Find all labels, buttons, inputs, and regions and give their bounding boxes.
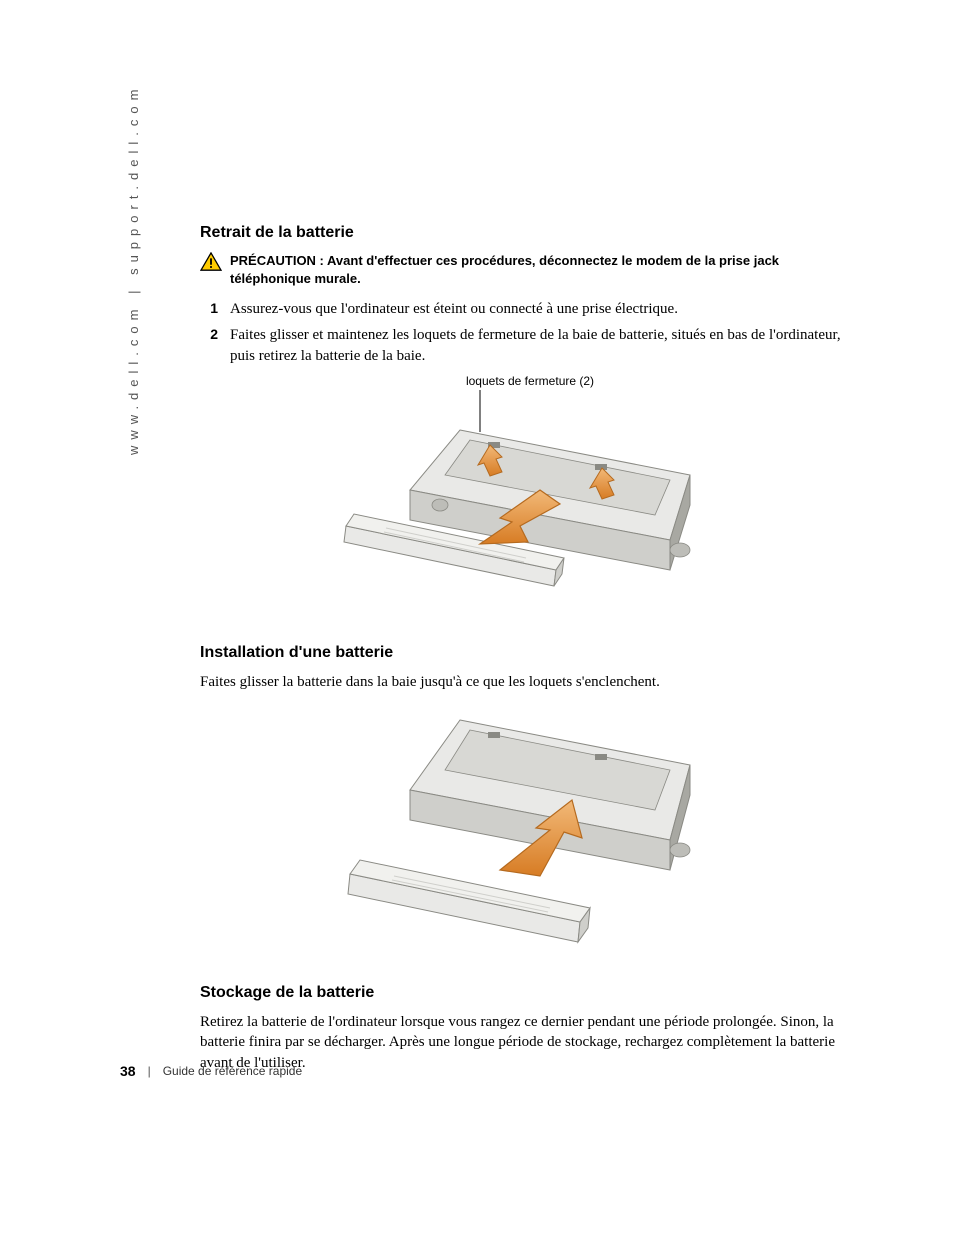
list-item: 1 Assurez-vous que l'ordinateur est étei… bbox=[200, 299, 860, 319]
caution-text-block: PRÉCAUTION : Avant d'effectuer ces procé… bbox=[230, 252, 860, 287]
step-text: Assurez-vous que l'ordinateur est éteint… bbox=[230, 299, 678, 319]
removal-steps-list: 1 Assurez-vous que l'ordinateur est étei… bbox=[200, 299, 860, 366]
step-number: 2 bbox=[200, 325, 218, 342]
caution-label: PRÉCAUTION : bbox=[230, 253, 324, 268]
sidebar-vertical-text: www.dell.com | support.dell.com bbox=[126, 84, 141, 455]
caution-row: PRÉCAUTION : Avant d'effectuer ces procé… bbox=[200, 252, 860, 287]
footer-page-number: 38 bbox=[120, 1063, 136, 1079]
content-area: Retrait de la batterie PRÉCAUTION : Avan… bbox=[200, 224, 860, 1093]
step-number: 1 bbox=[200, 299, 218, 316]
section-battery-install: Installation d'une batterie Faites gliss… bbox=[200, 644, 860, 960]
heading-removal: Retrait de la batterie bbox=[200, 224, 860, 242]
install-body: Faites glisser la batterie dans la baie … bbox=[200, 672, 860, 692]
heading-install: Installation d'une batterie bbox=[200, 644, 860, 662]
figure-removal: loquets de fermeture (2) bbox=[200, 374, 860, 620]
page-footer: 38 | Guide de référence rapide bbox=[120, 1063, 860, 1079]
section-battery-storage: Stockage de la batterie Retirez la batte… bbox=[200, 984, 860, 1073]
heading-storage: Stockage de la batterie bbox=[200, 984, 860, 1002]
page: www.dell.com | support.dell.com Retrait … bbox=[0, 0, 954, 1235]
caution-triangle-icon bbox=[200, 252, 222, 272]
figure-callout-label: loquets de fermeture (2) bbox=[200, 374, 860, 388]
figure-removal-illustration bbox=[340, 390, 720, 620]
figure-install bbox=[200, 700, 860, 960]
footer-separator: | bbox=[148, 1064, 151, 1078]
list-item: 2 Faites glisser et maintenez les loquet… bbox=[200, 325, 860, 366]
sidebar-url-text: www.dell.com | support.dell.com bbox=[126, 84, 141, 455]
figure-install-illustration bbox=[340, 700, 720, 960]
step-text: Faites glisser et maintenez les loquets … bbox=[230, 325, 860, 366]
section-battery-removal: Retrait de la batterie PRÉCAUTION : Avan… bbox=[200, 224, 860, 620]
footer-doc-title: Guide de référence rapide bbox=[163, 1064, 302, 1078]
